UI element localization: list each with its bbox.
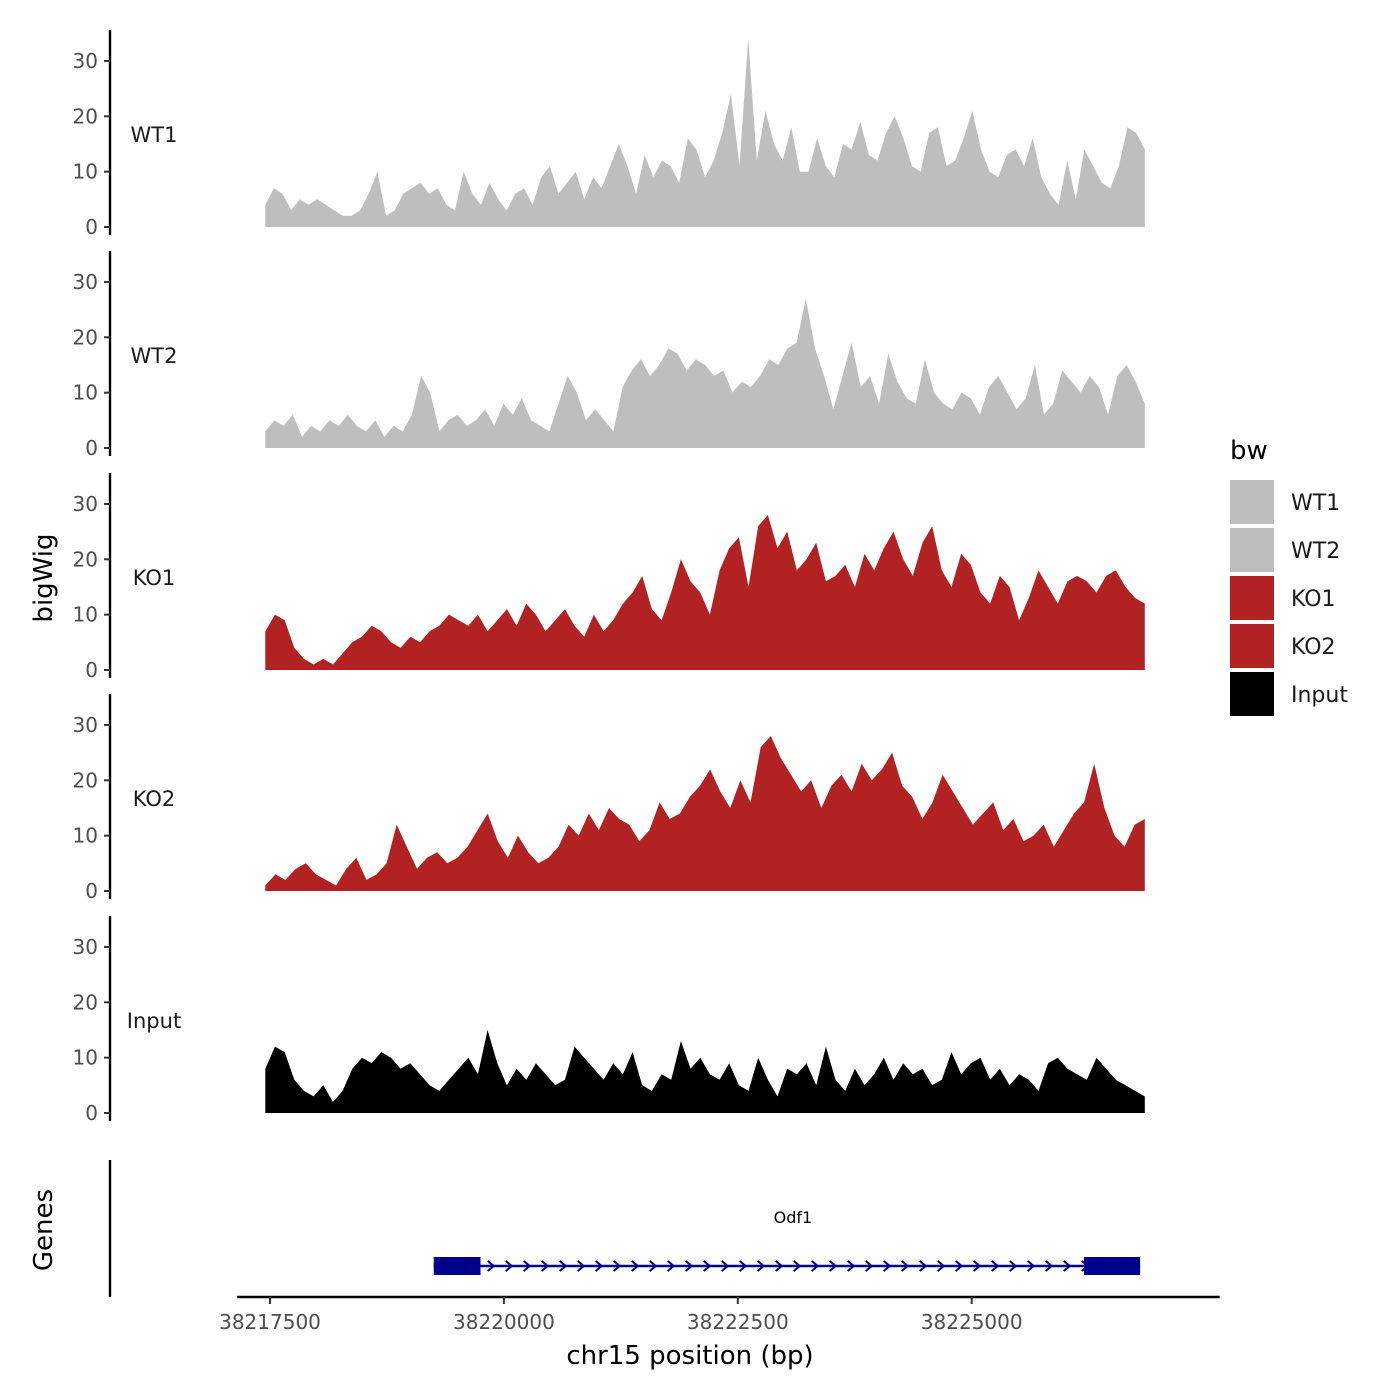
- panel-wt1: 0 10 20 30 WT1: [73, 30, 1145, 239]
- strand-arrow-icon: [613, 1260, 622, 1272]
- strand-arrow-icon: [685, 1260, 694, 1272]
- x-tick-label: 38220000: [453, 1310, 555, 1334]
- y-tick-label: 0: [85, 658, 98, 682]
- panel-ko1: 0 10 20 30 KO1: [73, 473, 1145, 682]
- track-label-ko1: KO1: [133, 566, 176, 590]
- panel-input: 0 10 20 30 Input: [73, 916, 1145, 1125]
- legend-title: bw: [1230, 436, 1268, 466]
- strand-arrow-icon: [901, 1260, 910, 1272]
- legend-key-ko2: [1230, 624, 1274, 668]
- strand-arrow-icon: [937, 1260, 946, 1272]
- legend-label-ko2: KO2: [1291, 635, 1336, 660]
- strand-arrow-icon: [1063, 1260, 1072, 1272]
- gene-odf1: Odf1: [433, 1208, 1141, 1275]
- y-tick-label: 20: [73, 547, 98, 571]
- strand-arrow-icon: [847, 1260, 856, 1272]
- gene-name-label: Odf1: [774, 1208, 813, 1227]
- strand-arrow-icon: [811, 1260, 820, 1272]
- strand-arrow-icon: [775, 1260, 784, 1272]
- y-tick-label: 10: [73, 381, 98, 405]
- legend-label-ko1: KO1: [1291, 587, 1336, 612]
- coverage-area-wt1: [265, 38, 1145, 227]
- track-label-input: Input: [127, 1009, 181, 1033]
- y-tick-label: 10: [73, 603, 98, 627]
- gene-exon: [433, 1257, 481, 1275]
- y-tick-label: 0: [85, 215, 98, 239]
- y-tick-label: 20: [73, 990, 98, 1014]
- x-axis-title: chr15 position (bp): [566, 1341, 813, 1371]
- strand-arrow-icon: [649, 1260, 658, 1272]
- y-tick-label: 0: [85, 436, 98, 460]
- strand-arrow-icon: [919, 1260, 928, 1272]
- track-label-wt1: WT1: [131, 123, 178, 147]
- y-axis-title: bigWig: [29, 533, 59, 622]
- legend-label-input: Input: [1291, 683, 1348, 708]
- y-tick-label: 10: [73, 824, 98, 848]
- y-tick-label: 0: [85, 1101, 98, 1125]
- x-tick-label: 38225000: [921, 1310, 1023, 1334]
- strand-arrow-icon: [829, 1260, 838, 1272]
- track-label-wt2: WT2: [131, 344, 178, 368]
- y-tick-label: 30: [73, 492, 98, 516]
- legend-key-wt1: [1230, 480, 1274, 524]
- strand-arrow-icon: [739, 1260, 748, 1272]
- x-tick-label: 38222500: [687, 1310, 789, 1334]
- strand-arrow-icon: [757, 1260, 766, 1272]
- y-tick-label: 30: [73, 49, 98, 73]
- coverage-area-ko2: [265, 736, 1145, 891]
- strand-arrow-icon: [973, 1260, 982, 1272]
- legend-label-wt2: WT2: [1291, 539, 1340, 564]
- strand-arrow-icon: [523, 1260, 532, 1272]
- y-tick-label: 0: [85, 879, 98, 903]
- legend-key-input: [1230, 672, 1274, 716]
- legend: bw WT1 WT2 KO1 KO2 Input: [1230, 436, 1348, 716]
- legend-label-wt1: WT1: [1291, 491, 1340, 516]
- panel-ko2: 0 10 20 30 KO2: [73, 694, 1145, 903]
- coverage-panels: 0 10 20 30 WT1 0 10 20 30 WT2 0 10 20 30 KO1 0 10 20 30 KO2…: [73, 30, 1145, 1125]
- gene-track: Odf1: [108, 1160, 1141, 1297]
- strand-arrow-icon: [703, 1260, 712, 1272]
- y-tick-label: 30: [73, 935, 98, 959]
- strand-arrow-icon: [991, 1260, 1000, 1272]
- track-label-ko2: KO2: [133, 787, 176, 811]
- y-tick-label: 30: [73, 270, 98, 294]
- strand-arrow-icon: [577, 1260, 586, 1272]
- strand-arrow-icon: [631, 1260, 640, 1272]
- y-tick-label: 30: [73, 713, 98, 737]
- y-tick-label: 10: [73, 160, 98, 184]
- strand-arrow-icon: [883, 1260, 892, 1272]
- y-tick-label: 10: [73, 1046, 98, 1070]
- strand-arrow-icon: [1009, 1260, 1018, 1272]
- coverage-area-ko1: [265, 515, 1145, 670]
- gene-exon: [1083, 1257, 1141, 1275]
- strand-arrow-icon: [505, 1260, 514, 1272]
- y-tick-label: 20: [73, 325, 98, 349]
- panel-wt2: 0 10 20 30 WT2: [73, 251, 1145, 460]
- y-tick-label: 20: [73, 768, 98, 792]
- strand-arrow-icon: [865, 1260, 874, 1272]
- strand-arrow-icon: [487, 1260, 496, 1272]
- strand-arrow-icon: [559, 1260, 568, 1272]
- coverage-area-wt2: [265, 298, 1145, 448]
- legend-key-wt2: [1230, 528, 1274, 572]
- strand-arrow-icon: [667, 1260, 676, 1272]
- x-tick-label: 38217500: [219, 1310, 321, 1334]
- strand-arrow-icon: [721, 1260, 730, 1272]
- gene-track-title: Genes: [29, 1189, 59, 1271]
- strand-arrow-icon: [541, 1260, 550, 1272]
- strand-arrow-icon: [595, 1260, 604, 1272]
- x-axis: 38217500 38220000 38222500 38225000: [219, 1295, 1220, 1334]
- legend-key-ko1: [1230, 576, 1274, 620]
- strand-arrow-icon: [793, 1260, 802, 1272]
- strand-arrow-icon: [1027, 1260, 1036, 1272]
- y-tick-label: 20: [73, 104, 98, 128]
- strand-arrow-icon: [955, 1260, 964, 1272]
- strand-arrow-icon: [1045, 1260, 1054, 1272]
- coverage-area-input: [265, 1030, 1145, 1113]
